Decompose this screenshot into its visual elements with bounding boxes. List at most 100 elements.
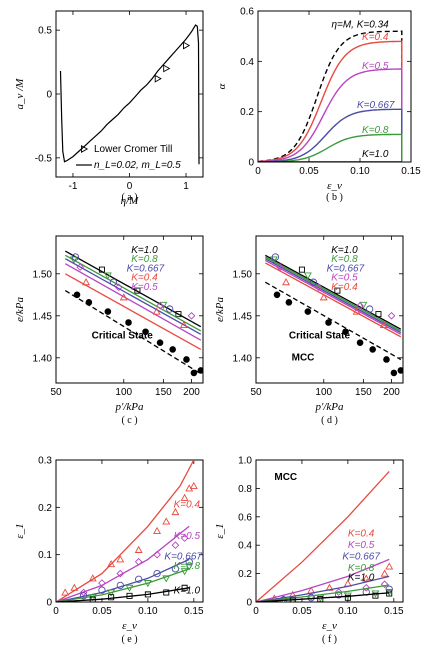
- data-point: [189, 481, 198, 490]
- x-tick-label: 0.10: [138, 606, 158, 617]
- y-axis-label: ε_1: [214, 523, 226, 538]
- data-point: [126, 592, 133, 599]
- y-axis-label: a_v /M: [14, 78, 26, 110]
- data-point: [335, 591, 343, 599]
- x-tick-label: -1: [69, 181, 78, 192]
- data-point: [344, 594, 351, 601]
- x-tick-label: 200: [183, 387, 200, 398]
- x-tick-label: 0: [53, 606, 59, 617]
- series-line: [64, 273, 202, 350]
- data-point: [362, 574, 371, 582]
- series-line: [64, 258, 202, 335]
- data-point: [143, 580, 152, 588]
- series-line: [56, 525, 190, 602]
- y-tick-label: 0.6: [238, 512, 252, 523]
- chart-e: 0 0.05 0.10 0.15 0 0.1 0.2 0.3 ε_v ε_1 ( e ) K=0.4 K…: [14, 456, 204, 646]
- y-tick-label: 0.2: [38, 503, 52, 514]
- data-point: [163, 589, 170, 596]
- legend-label: Lower Cromer Till: [94, 144, 172, 155]
- panel-caption: ( c ): [121, 415, 137, 426]
- x-tick-label: 0.05: [292, 606, 312, 617]
- plot-area: [258, 30, 403, 162]
- series-label: K=0.5: [348, 540, 375, 551]
- x-tick-label: 0: [253, 606, 259, 617]
- panel-caption: ( e ): [121, 634, 137, 645]
- data-point: [180, 568, 189, 576]
- plot-frame: [55, 459, 204, 603]
- model-label: MCC: [274, 472, 297, 483]
- series-label: K=0.5: [331, 273, 358, 284]
- data-point: [366, 305, 374, 313]
- series-line: [264, 262, 402, 338]
- data-point: [342, 328, 349, 336]
- series-label: K=1.0: [362, 149, 389, 160]
- data-point: [397, 367, 403, 374]
- chart-a: -1 0 1 -0.5 0 0.5 η/M a_v /M ( a ) Lower Cromer T…: [14, 10, 204, 207]
- series-label: K=0.5: [174, 531, 201, 542]
- data-point: [197, 367, 203, 374]
- panel-caption: ( b ): [326, 192, 343, 203]
- x-tick-label: 100: [115, 387, 132, 398]
- series-line: [258, 108, 403, 162]
- series-line: [258, 68, 403, 162]
- x-axis-label: η/M: [121, 195, 140, 207]
- data-point: [359, 301, 368, 310]
- data-point: [180, 493, 189, 501]
- data-point: [386, 590, 393, 597]
- data-point: [135, 575, 143, 583]
- x-tick-label: 0.05: [92, 606, 112, 617]
- data-point: [109, 278, 118, 286]
- x-tick-label: 1: [183, 181, 189, 192]
- data-point: [107, 589, 116, 597]
- plot-frame: [55, 235, 204, 384]
- x-axis-label: ε_v: [327, 180, 342, 192]
- data-point: [303, 272, 312, 280]
- legend: Lower Cromer Till n_L=0.02, m_L=0.5: [76, 144, 181, 171]
- data-point: [73, 291, 81, 299]
- data-point: [116, 581, 124, 590]
- data-point: [190, 369, 198, 377]
- data-point: [156, 339, 164, 346]
- y-tick-label: 0.4: [238, 541, 252, 552]
- y-tick-label: 0.4: [240, 57, 254, 68]
- data-point: [352, 307, 361, 315]
- x-axis-label: ε_v: [122, 620, 137, 632]
- data-point: [334, 588, 343, 596]
- data-point: [61, 588, 70, 596]
- data-point: [307, 594, 315, 602]
- y-tick-label: 1.45: [233, 311, 253, 322]
- data-point: [134, 557, 143, 566]
- series-line: [64, 250, 202, 328]
- plot-area: [264, 253, 403, 377]
- data-point: [116, 569, 125, 578]
- series-label: K=1.0: [174, 585, 201, 596]
- series-label: K=0.667: [327, 263, 365, 274]
- series-label: K=0.8: [131, 254, 158, 265]
- data-point: [153, 550, 161, 559]
- data-point: [362, 583, 371, 592]
- data-point: [289, 597, 296, 602]
- data-point: [104, 308, 112, 315]
- data-point: [162, 575, 171, 583]
- data-point: [356, 301, 364, 310]
- data-point: [317, 596, 324, 602]
- data-point: [153, 526, 162, 535]
- model-label: MCC: [292, 352, 315, 363]
- y-tick-label: 0: [246, 598, 252, 609]
- data-point: [282, 278, 291, 286]
- series-line: [258, 40, 403, 162]
- x-axis-label: ε_v: [322, 620, 337, 632]
- x-tick-label: 0.10: [350, 166, 370, 177]
- y-axis-label: α: [216, 83, 228, 89]
- series-line: [258, 30, 403, 162]
- y-axis-label: e/kPa: [214, 296, 226, 322]
- y-tick-label: 0.1: [38, 550, 52, 561]
- plot-frame: [255, 459, 404, 603]
- data-point: [379, 320, 388, 329]
- data-point: [180, 534, 189, 542]
- series-line: [56, 558, 190, 602]
- y-tick-label: 1.0: [238, 456, 252, 467]
- series-label: K=0.4: [348, 529, 375, 540]
- series-label: K=0.4: [174, 499, 201, 510]
- plot-area: [56, 460, 198, 602]
